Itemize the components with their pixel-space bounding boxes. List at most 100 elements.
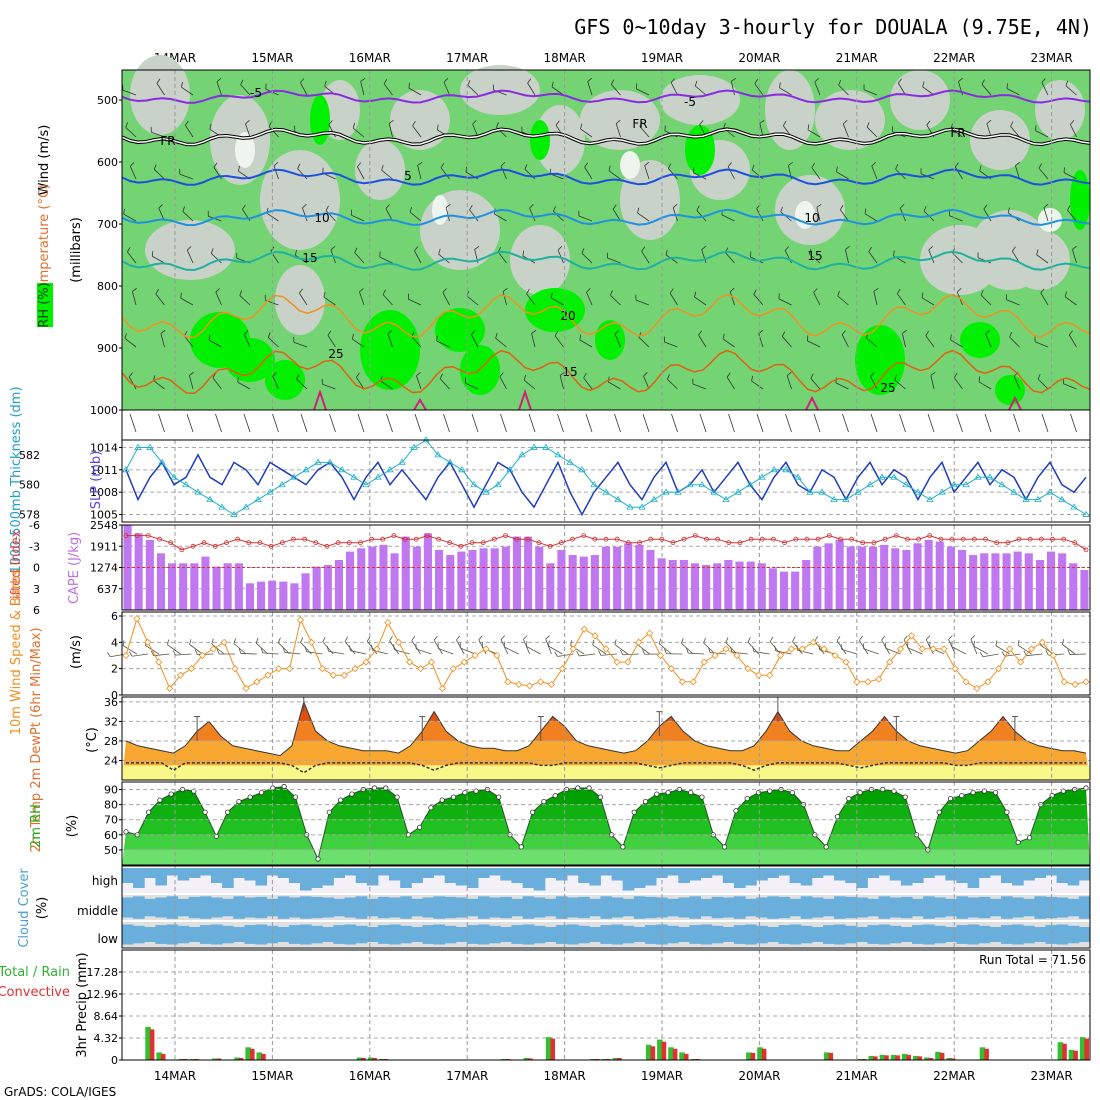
- cloud-high-bar: [945, 868, 957, 881]
- y-tick-label: 600: [97, 156, 118, 169]
- li-point: [871, 540, 877, 546]
- li-point: [1027, 536, 1033, 542]
- surface-barb: [973, 640, 989, 655]
- cape-bar: [635, 544, 644, 610]
- cloud-level-bar: [555, 896, 568, 919]
- li-point: [335, 540, 341, 546]
- cloud-high-bar: [722, 868, 735, 883]
- upper-wind-barb: [182, 206, 194, 222]
- li-point: [469, 540, 475, 546]
- upper-wind-barb: [382, 289, 393, 306]
- cloud-level-bar: [633, 896, 646, 919]
- barb-staff: [180, 297, 194, 306]
- barb-flag: [412, 121, 416, 127]
- cape-bar: [913, 543, 922, 610]
- precip-convective-bar: [661, 1041, 667, 1060]
- li-point: [726, 540, 732, 546]
- date-label-bottom: 22MAR: [933, 1069, 975, 1083]
- barb-flag: [300, 78, 305, 83]
- barb-flag: [436, 335, 438, 342]
- barb-flag: [641, 246, 646, 252]
- cloud-level-bar: [912, 898, 924, 917]
- upper-wind-barb: [587, 77, 593, 96]
- upper-wind-barb: [1006, 294, 1020, 306]
- surface-barb-flag: [456, 635, 461, 641]
- cape-bar: [958, 550, 967, 610]
- cloud-level-bar: [678, 927, 690, 942]
- upper-wind-barb: [726, 372, 735, 390]
- cloud-level-bar: [544, 898, 557, 917]
- upper-wind-barb: [409, 206, 422, 222]
- cloud-level-bar: [923, 896, 935, 919]
- isotherm-15: [121, 250, 1091, 272]
- barb-flag: [750, 251, 752, 257]
- cloud-level-bar: [644, 896, 657, 919]
- li-point: [670, 540, 676, 546]
- barb-staff: [665, 254, 678, 264]
- upper-wind-barb: [698, 330, 707, 348]
- surface-barb-staff: [131, 653, 148, 657]
- barb-staff: [729, 291, 735, 306]
- surface-barb-flag: [703, 637, 706, 644]
- surface-wind-barb: [899, 413, 906, 433]
- upper-wind-barb: [155, 289, 165, 306]
- upper-wind-barb: [502, 287, 508, 306]
- cloud-level-bar: [444, 925, 457, 944]
- barb-staff: [439, 378, 450, 390]
- cloud-level-bar: [544, 927, 557, 942]
- upper-wind-barb: [210, 248, 222, 264]
- wind-speed-point: [253, 678, 261, 686]
- y-tick-label: 500: [97, 94, 118, 107]
- cloud-level-bar: [311, 896, 323, 919]
- surface-barb-flag: [708, 647, 711, 653]
- barb-staff: [844, 249, 849, 264]
- barb-flag: [325, 205, 329, 211]
- barb-staff: [701, 249, 707, 264]
- upper-wind-barb: [868, 246, 878, 264]
- cloud-high-bar: [155, 868, 167, 886]
- wind-speed-point: [176, 671, 185, 679]
- barb-flag: [606, 252, 608, 258]
- rh-point: [416, 824, 423, 830]
- surface-barb: [862, 643, 879, 655]
- surface-barb: [255, 637, 269, 655]
- barb-flag: [841, 330, 846, 335]
- temp-band: [122, 721, 1090, 741]
- upper-wind-barb: [436, 335, 450, 348]
- wind-speed-point: [373, 645, 381, 653]
- barb-staff: [1070, 124, 1077, 138]
- barb-flag: [270, 246, 275, 252]
- barb-staff: [664, 341, 678, 348]
- surface-barb-staff: [1004, 653, 1021, 657]
- surface-barb-flag: [1017, 639, 1020, 646]
- barb-staff: [125, 127, 137, 138]
- barb-staff: [387, 333, 393, 348]
- y-tick-label: 28: [104, 735, 118, 748]
- barb-staff: [866, 337, 878, 348]
- cloud-level-bar: [934, 925, 946, 944]
- barb-flag: [838, 79, 842, 86]
- cloud-high-bar: [188, 868, 201, 878]
- cloud-level-bar: [355, 896, 368, 919]
- cloud-high-bar: [878, 868, 891, 876]
- cloud-level-bar: [567, 924, 579, 945]
- li-point: [558, 540, 564, 546]
- date-label-bottom: 17MAR: [446, 1069, 488, 1083]
- upper-wind-barb: [836, 166, 849, 180]
- barb-staff: [302, 207, 308, 222]
- surface-barb-flag: [747, 637, 751, 643]
- upper-wind-barb: [810, 373, 821, 390]
- barb-flag: [242, 204, 246, 210]
- cape-bar: [512, 536, 521, 610]
- thickness-point: [242, 503, 250, 510]
- cape-bar: [780, 571, 789, 610]
- cloud-high-bar: [912, 868, 924, 883]
- rh-low-region: [1035, 80, 1085, 140]
- barb-flag: [897, 78, 902, 84]
- surface-barb: [526, 641, 541, 655]
- barb-staff: [1043, 207, 1049, 222]
- upper-wind-barb: [557, 246, 564, 264]
- surface-barb-flag: [500, 635, 506, 640]
- barb-flag: [873, 287, 879, 292]
